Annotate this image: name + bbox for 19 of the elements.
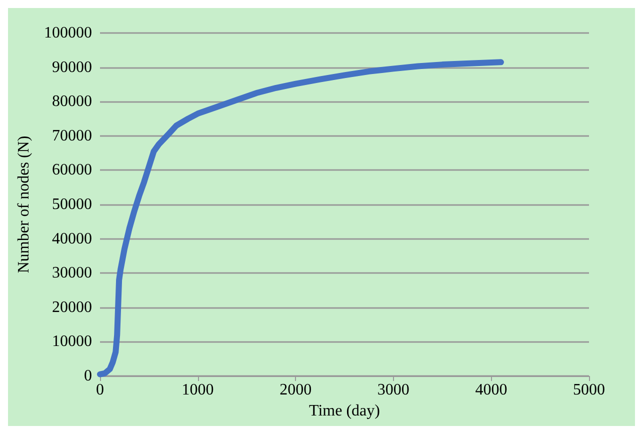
y-axis-title: Number of nodes (N)	[16, 136, 32, 274]
x-tick-label: 4000	[475, 382, 508, 398]
y-tick-label: 20000	[52, 298, 92, 316]
x-tick-label: 3000	[377, 382, 410, 398]
x-tick-label: 2000	[280, 382, 312, 398]
y-tick-label: 40000	[52, 230, 92, 248]
x-tick-label: 0	[96, 382, 104, 398]
y-tick-label: 100000	[44, 24, 92, 42]
x-tick-label: 1000	[182, 382, 214, 398]
x-tick-label: 5000	[573, 382, 605, 398]
y-tick-label: 60000	[52, 162, 92, 179]
y-tick-label: 30000	[52, 264, 92, 282]
y-tick-label: 50000	[52, 196, 92, 213]
y-tick-label: 90000	[52, 58, 92, 76]
y-tick-label: 10000	[52, 333, 92, 350]
y-tick-label: 0	[84, 368, 92, 384]
x-axis-title: Time (day)	[309, 402, 380, 420]
y-tick-label: 70000	[52, 127, 92, 144]
y-tick-label: 80000	[52, 93, 92, 110]
